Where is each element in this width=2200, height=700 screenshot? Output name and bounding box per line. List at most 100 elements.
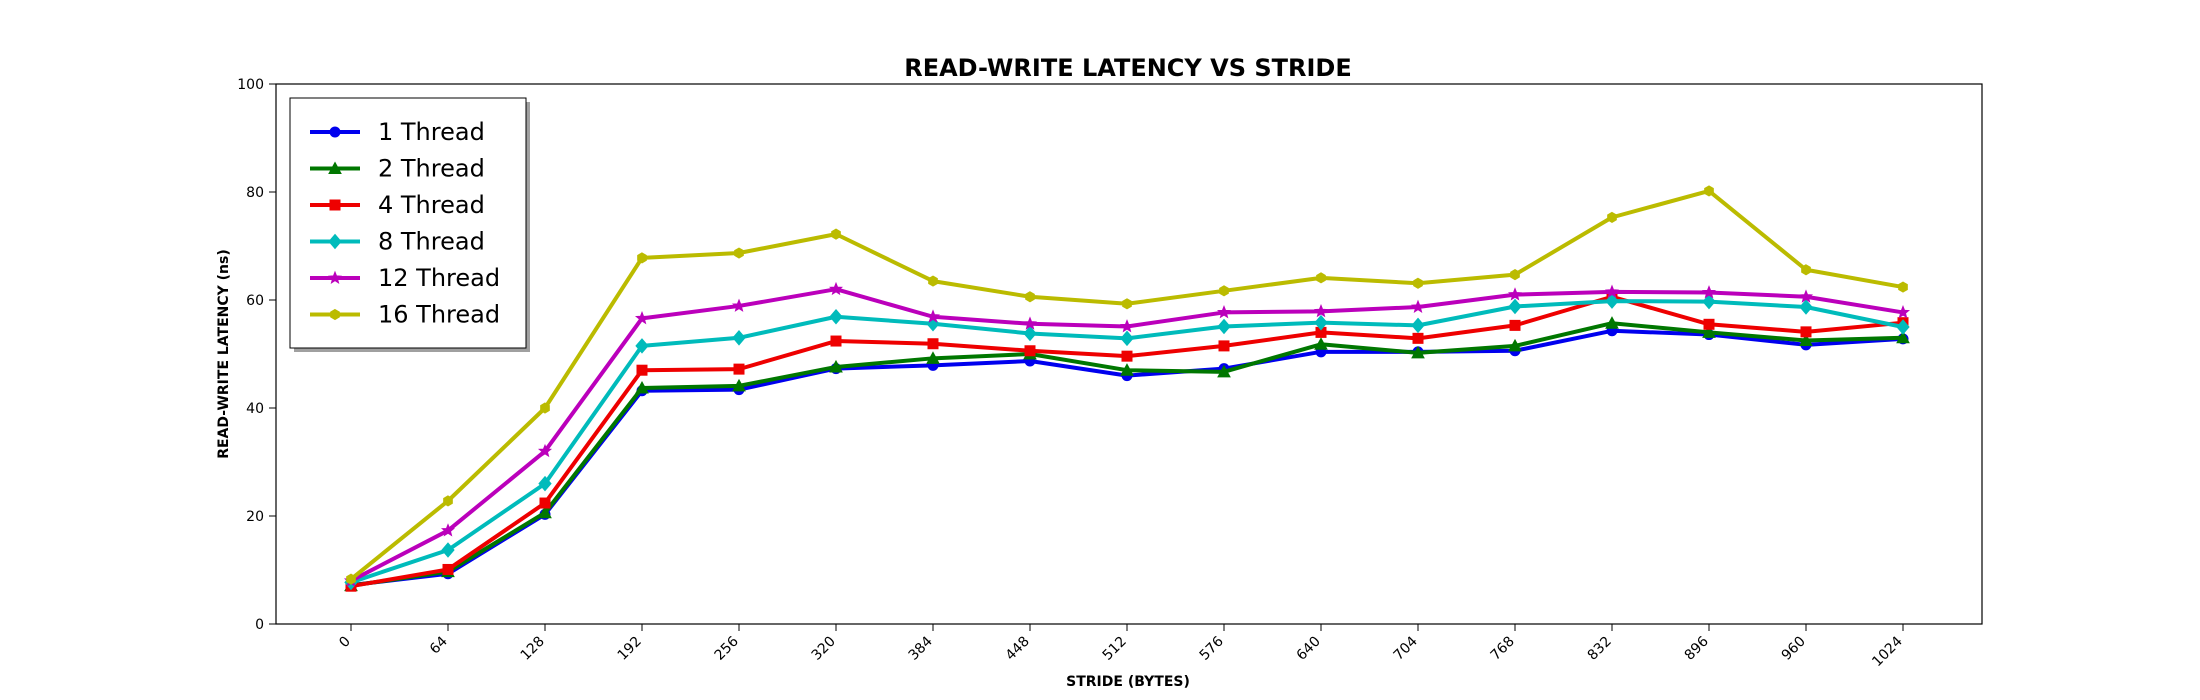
y-axis-label: READ-WRITE LATENCY (ns) — [216, 249, 232, 459]
data-point — [1120, 363, 1134, 376]
data-point — [1024, 345, 1036, 357]
data-point — [1510, 269, 1520, 281]
legend-entry: 8 Thread — [310, 228, 485, 256]
data-point — [1508, 338, 1522, 352]
legend-box — [289, 97, 527, 349]
legend-label: 2 Thread — [378, 155, 485, 183]
data-point — [1509, 319, 1521, 331]
data-point — [927, 338, 939, 350]
data-point — [1701, 285, 1717, 299]
x-tick-label: 832 — [1585, 634, 1615, 664]
data-point — [1314, 314, 1328, 331]
x-tick-label: 960 — [1779, 634, 1809, 664]
y-tick-label: 60 — [246, 293, 264, 309]
data-point — [1410, 299, 1426, 313]
legend-label: 16 Thread — [378, 301, 500, 329]
data-point — [1799, 299, 1813, 315]
x-tick-label: 384 — [906, 633, 936, 663]
data-point — [637, 252, 647, 264]
x-tick-label: 0 — [336, 634, 354, 652]
series-4 — [343, 281, 1911, 587]
x-tick-label: 576 — [1197, 633, 1227, 663]
data-point — [1605, 293, 1619, 309]
data-point — [731, 298, 747, 312]
legend-entry: 1 Thread — [310, 118, 485, 146]
data-point — [443, 495, 453, 507]
data-point — [1799, 333, 1813, 346]
data-point — [1313, 303, 1329, 318]
x-tick-label: 512 — [1100, 634, 1130, 664]
data-point — [346, 573, 356, 585]
x-tick-label: 64 — [427, 633, 451, 657]
data-point — [1411, 317, 1425, 334]
x-tick-label: 128 — [518, 634, 548, 664]
x-tick-label: 768 — [1488, 634, 1518, 664]
data-point — [1219, 285, 1229, 297]
x-tick-label: 320 — [809, 634, 839, 664]
data-point — [1120, 330, 1134, 347]
series-3 — [344, 293, 1910, 591]
x-axis-label: STRIDE (BYTES) — [1066, 674, 1190, 690]
data-point — [1801, 264, 1811, 276]
legend-entry: 12 Thread — [310, 264, 500, 292]
data-point — [1119, 319, 1135, 333]
data-point — [1314, 337, 1328, 350]
y-tick-label: 40 — [246, 401, 264, 417]
legend-marker — [328, 233, 342, 250]
x-tick-label: 896 — [1682, 633, 1712, 663]
legend-marker — [327, 270, 343, 284]
legend-marker — [329, 199, 341, 211]
data-point — [1896, 319, 1910, 335]
y-tick-label: 20 — [246, 509, 264, 525]
data-point — [1703, 318, 1715, 330]
plot-frame — [275, 83, 1983, 625]
data-point — [1217, 318, 1231, 335]
x-tick-label: 1024 — [1869, 633, 1906, 670]
data-point — [442, 563, 454, 575]
data-point — [1412, 332, 1424, 344]
data-point — [1216, 305, 1232, 319]
legend-label: 8 Thread — [378, 228, 485, 256]
legend-label: 1 Thread — [378, 118, 485, 146]
data-point — [831, 228, 841, 240]
data-point — [732, 330, 746, 346]
data-point — [1605, 316, 1619, 329]
data-point — [1218, 340, 1230, 352]
data-point — [1895, 305, 1911, 319]
series-line — [349, 321, 1905, 588]
data-point — [635, 380, 649, 394]
series-5 — [346, 185, 1908, 585]
data-point — [1798, 289, 1814, 303]
chart-title: READ-WRITE LATENCY VS STRIDE — [904, 54, 1352, 82]
data-point — [734, 247, 744, 259]
data-point — [441, 542, 455, 558]
data-point — [1507, 287, 1523, 301]
data-point — [440, 523, 456, 537]
legend-label: 4 Thread — [378, 191, 485, 219]
data-point — [829, 308, 843, 325]
legend: 1 Thread 2 Thread 4 Thread 8 Thread 12 Threa… — [289, 97, 530, 352]
data-point — [634, 310, 650, 325]
data-point — [732, 378, 746, 392]
legend-entry: 2 Thread — [310, 155, 485, 183]
data-point — [636, 364, 648, 376]
data-point — [1704, 185, 1714, 197]
data-point — [1508, 298, 1522, 315]
data-point — [537, 443, 553, 458]
data-point — [733, 363, 745, 375]
y-tick-label: 0 — [255, 617, 264, 633]
legend-marker — [330, 308, 340, 321]
data-point — [1023, 325, 1037, 342]
legend-marker — [329, 126, 341, 138]
data-point — [635, 338, 649, 354]
x-tick-label: 640 — [1294, 634, 1324, 664]
data-point — [1604, 284, 1620, 298]
data-point — [926, 351, 940, 364]
data-point — [1898, 281, 1908, 293]
series-line — [349, 188, 1905, 582]
x-tick-label: 448 — [1003, 634, 1033, 664]
data-point — [1607, 211, 1617, 223]
data-point — [540, 402, 550, 414]
data-point — [1316, 272, 1326, 284]
